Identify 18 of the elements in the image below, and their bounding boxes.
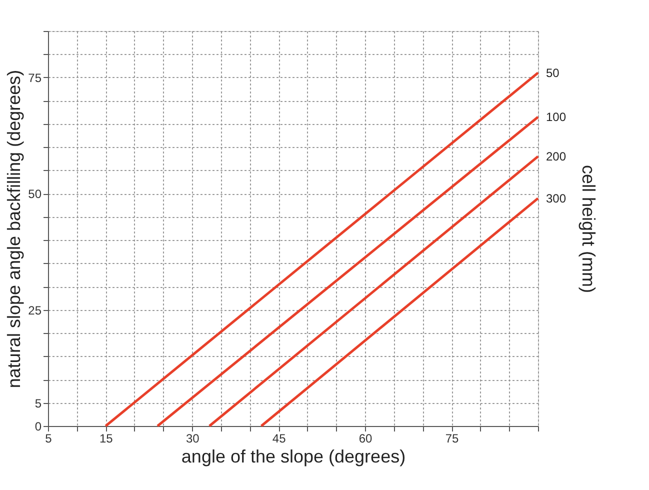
x-tick-label: 15 [99, 432, 114, 446]
y-tick-label: 50 [28, 187, 42, 202]
series-label: 50 [546, 66, 560, 80]
y-tick-label: 0 [34, 420, 42, 434]
x-tick-label: 75 [445, 432, 460, 446]
y-tick-label: 75 [28, 70, 42, 85]
series-label: 100 [546, 110, 566, 124]
x-tick-label: 5 [45, 432, 52, 446]
y2-axis-title: cell height (mm) [578, 164, 598, 294]
x-tick-label: 60 [358, 432, 373, 446]
x-axis-title: angle of the slope (degrees) [181, 446, 406, 466]
series-label: 300 [546, 191, 566, 206]
series-label: 200 [546, 149, 566, 164]
x-tick-label: 45 [272, 432, 286, 446]
y-axis-title: natural slope angle backfilling (degrees) [4, 70, 24, 388]
y-tick-label: 25 [28, 303, 42, 318]
y-tick-label: 5 [34, 396, 42, 410]
x-tick-label: 30 [186, 432, 200, 446]
